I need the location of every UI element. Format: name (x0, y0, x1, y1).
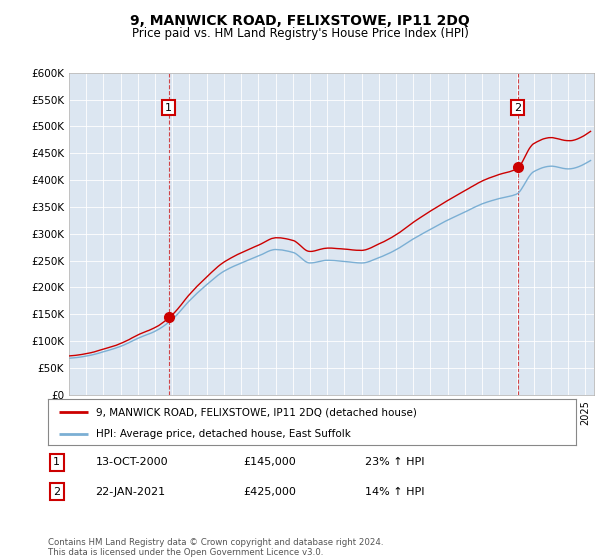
Text: 13-OCT-2000: 13-OCT-2000 (95, 457, 168, 467)
Text: 14% ↑ HPI: 14% ↑ HPI (365, 487, 424, 497)
Text: 2: 2 (514, 102, 521, 113)
Text: £145,000: £145,000 (244, 457, 296, 467)
Text: Price paid vs. HM Land Registry's House Price Index (HPI): Price paid vs. HM Land Registry's House … (131, 27, 469, 40)
Text: 9, MANWICK ROAD, FELIXSTOWE, IP11 2DQ: 9, MANWICK ROAD, FELIXSTOWE, IP11 2DQ (130, 14, 470, 28)
Text: 1: 1 (165, 102, 172, 113)
Text: 9, MANWICK ROAD, FELIXSTOWE, IP11 2DQ (detached house): 9, MANWICK ROAD, FELIXSTOWE, IP11 2DQ (d… (95, 407, 416, 417)
Text: HPI: Average price, detached house, East Suffolk: HPI: Average price, detached house, East… (95, 429, 350, 438)
Text: Contains HM Land Registry data © Crown copyright and database right 2024.
This d: Contains HM Land Registry data © Crown c… (48, 538, 383, 557)
Text: 22-JAN-2021: 22-JAN-2021 (95, 487, 166, 497)
Text: 23% ↑ HPI: 23% ↑ HPI (365, 457, 424, 467)
Text: 1: 1 (53, 457, 60, 467)
Text: 2: 2 (53, 487, 61, 497)
Text: £425,000: £425,000 (244, 487, 296, 497)
